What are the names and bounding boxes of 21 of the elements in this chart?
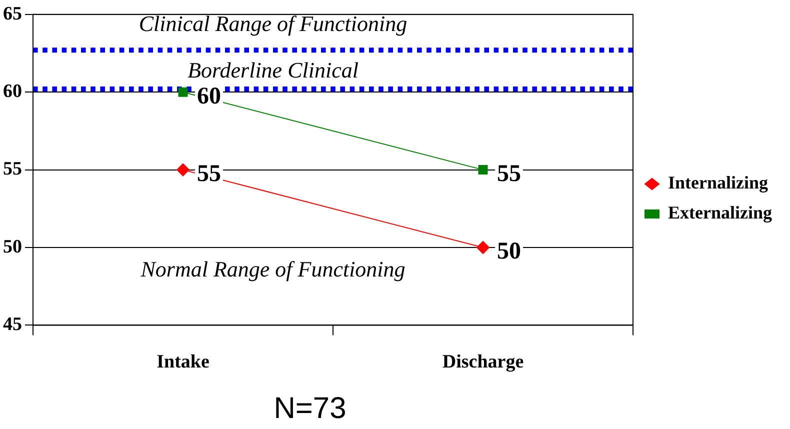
x-tick-label: Intake [156,352,210,373]
point [178,87,188,97]
annotation: Borderline Clinical [188,58,358,83]
y-tick-label: 55 [3,158,22,180]
point [478,165,488,175]
annotation: Normal Range of Functioning [140,256,406,282]
legend-label: Externalizing [668,202,772,223]
y-tick-label: 50 [3,236,22,258]
legend-label: Internalizing [668,172,768,193]
y-tick-label: 45 [3,314,22,336]
data-label: 55 [497,161,522,188]
data-label: 50 [497,238,522,265]
y-tick-label: 60 [3,81,22,102]
data-label: 60 [197,83,221,110]
y-tick-label: 65 [3,3,22,24]
point [176,163,190,176]
x-tick-label: Discharge [442,352,524,373]
annotation: Clinical Range of Functioning [138,11,408,36]
text: N=73 [272,392,348,426]
point [476,241,490,254]
data-label: 55 [197,161,221,188]
